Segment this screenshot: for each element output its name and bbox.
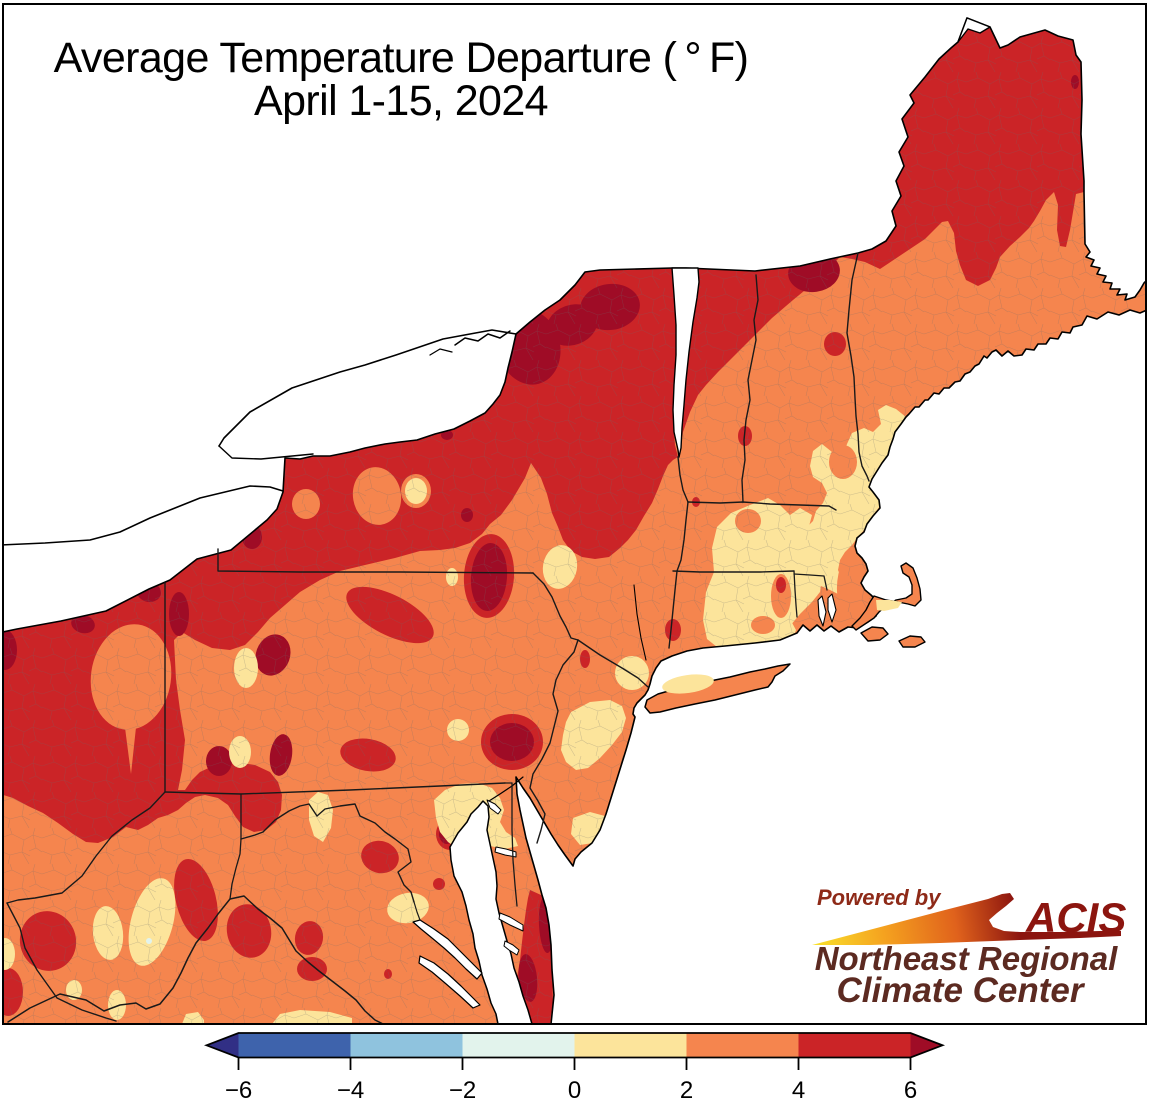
svg-text:Powered by: Powered by — [817, 885, 942, 910]
svg-text:ACIS: ACIS — [1025, 894, 1126, 941]
svg-text:Average Temperature Departure: Average Temperature Departure ( ° F) — [54, 34, 749, 82]
svg-text:−6: −6 — [225, 1077, 252, 1104]
svg-text:−4: −4 — [337, 1077, 364, 1104]
svg-text:Climate Center: Climate Center — [836, 971, 1085, 1010]
svg-text:2: 2 — [680, 1077, 693, 1104]
svg-text:−2: −2 — [449, 1077, 476, 1104]
svg-text:4: 4 — [792, 1077, 805, 1104]
svg-text:April 1-15, 2024: April 1-15, 2024 — [254, 77, 548, 125]
svg-text:6: 6 — [904, 1077, 917, 1104]
svg-text:0: 0 — [568, 1077, 581, 1104]
svg-text:Northeast Regional: Northeast Regional — [815, 940, 1118, 977]
